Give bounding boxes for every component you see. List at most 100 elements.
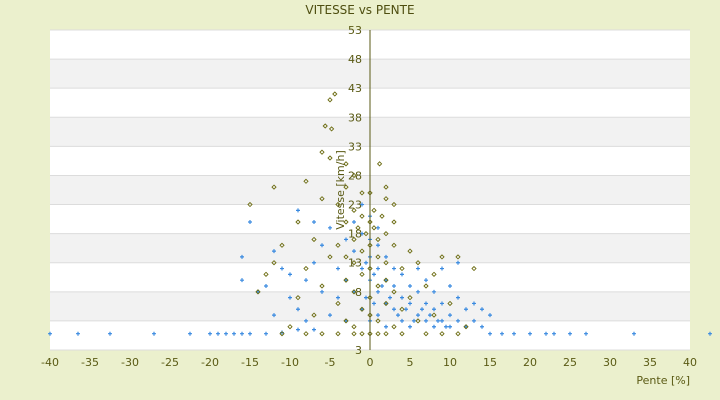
data-point-series-2	[383, 196, 389, 202]
y-tick-label: 3	[355, 344, 362, 357]
data-point-series-1	[336, 295, 340, 300]
data-point-series-2	[371, 207, 377, 214]
data-point-series-1	[264, 284, 268, 288]
data-point-series-2	[383, 184, 389, 190]
data-point-series-2	[359, 331, 365, 337]
x-tick-label: 40	[683, 356, 697, 369]
data-point-series-2	[399, 331, 405, 337]
data-point-series-1	[248, 331, 252, 336]
data-point-series-2	[335, 242, 341, 248]
data-point-series-1	[444, 324, 448, 329]
data-point-series-1	[336, 266, 340, 271]
data-point-series-1	[456, 260, 460, 265]
x-tick-label: 0	[367, 356, 374, 369]
data-point-series-1	[388, 295, 392, 300]
data-point-series-2	[303, 178, 309, 184]
x-tick-label: 25	[563, 356, 577, 369]
data-point-series-2	[471, 265, 477, 272]
data-point-series-1	[232, 331, 236, 336]
data-point-series-1	[296, 208, 300, 213]
x-tick-label: -30	[121, 356, 139, 369]
data-point-series-2	[439, 331, 445, 337]
data-point-series-2	[311, 312, 317, 318]
data-point-series-1	[344, 237, 348, 242]
data-point-series-1	[328, 313, 332, 318]
data-point-series-2	[343, 184, 349, 190]
data-point-series-2	[407, 294, 413, 301]
data-point-series-1	[408, 301, 412, 306]
data-point-series-1	[544, 331, 548, 336]
data-point-series-1	[400, 318, 404, 323]
data-point-series-1	[584, 331, 588, 336]
data-point-series-1	[304, 318, 308, 323]
data-point-series-1	[424, 318, 428, 323]
data-point-series-2	[376, 161, 383, 167]
data-point-series-2	[351, 236, 357, 243]
data-point-series-2	[423, 283, 429, 289]
data-point-series-1	[280, 266, 284, 271]
data-point-series-2	[375, 254, 381, 260]
data-point-series-1	[568, 331, 572, 336]
data-point-series-1	[216, 331, 220, 336]
x-tick-label: 15	[483, 356, 497, 369]
data-point-series-1	[76, 331, 80, 336]
data-point-series-2	[351, 289, 357, 295]
data-point-series-1	[108, 331, 112, 336]
data-point-series-2	[303, 265, 309, 272]
data-point-series-1	[208, 331, 212, 336]
data-point-series-2	[383, 277, 389, 283]
x-tick-label: -15	[241, 356, 259, 369]
data-point-series-2	[399, 306, 405, 312]
data-point-series-1	[632, 331, 636, 336]
data-point-series-1	[240, 254, 244, 259]
data-point-series-1	[352, 220, 356, 224]
data-point-series-2	[383, 300, 389, 307]
data-point-series-1	[288, 272, 292, 277]
data-point-series-1	[432, 307, 436, 312]
data-point-series-1	[512, 331, 516, 336]
data-point-series-1	[392, 266, 396, 271]
data-point-series-1	[312, 220, 316, 224]
data-point-series-2	[375, 318, 381, 324]
y-tick-label: 48	[348, 53, 362, 66]
x-tick-label: -10	[281, 356, 299, 369]
data-point-series-2	[447, 300, 453, 307]
data-point-series-1	[248, 220, 252, 224]
y-tick-labels: 53 48 43 38 33 28 23 18 13 8 3	[348, 24, 362, 357]
data-point-series-1	[360, 307, 364, 312]
data-point-series-2	[279, 331, 285, 337]
data-point-series-2	[271, 260, 277, 266]
x-axis-label: Pente [%]	[636, 374, 690, 387]
data-point-series-2	[335, 331, 341, 337]
y-tick-label: 43	[348, 82, 362, 95]
data-point-series-2	[391, 289, 397, 295]
data-point-series-2	[359, 306, 365, 312]
x-tick-label: -35	[81, 356, 99, 369]
data-point-series-2	[319, 331, 325, 337]
data-point-series-1	[448, 313, 452, 318]
data-point-series-2	[303, 331, 309, 337]
data-point-series-2	[287, 324, 293, 330]
data-point-series-1	[376, 225, 380, 230]
data-point-series-1	[372, 301, 376, 306]
data-point-series-1	[400, 295, 404, 300]
data-point-series-2	[335, 300, 341, 307]
data-point-series-1	[384, 254, 388, 259]
data-point-series-2	[351, 260, 357, 266]
data-point-series-1	[240, 331, 244, 336]
data-point-series-1	[384, 324, 388, 329]
data-point-series-1	[272, 249, 276, 254]
data-point-series-1	[188, 331, 192, 336]
data-point-series-1	[416, 313, 420, 318]
data-point-series-2	[383, 331, 389, 337]
data-point-series-2	[391, 242, 397, 248]
data-point-series-1	[708, 331, 712, 336]
data-point-series-2	[343, 254, 349, 260]
data-point-series-2	[327, 254, 333, 260]
data-point-series-2	[431, 271, 437, 278]
data-point-series-2	[439, 254, 445, 260]
x-tick-label: 30	[603, 356, 617, 369]
data-point-series-1	[376, 243, 380, 248]
chart-title: VITESSE vs PENTE	[305, 3, 414, 17]
data-point-series-1	[420, 307, 424, 312]
